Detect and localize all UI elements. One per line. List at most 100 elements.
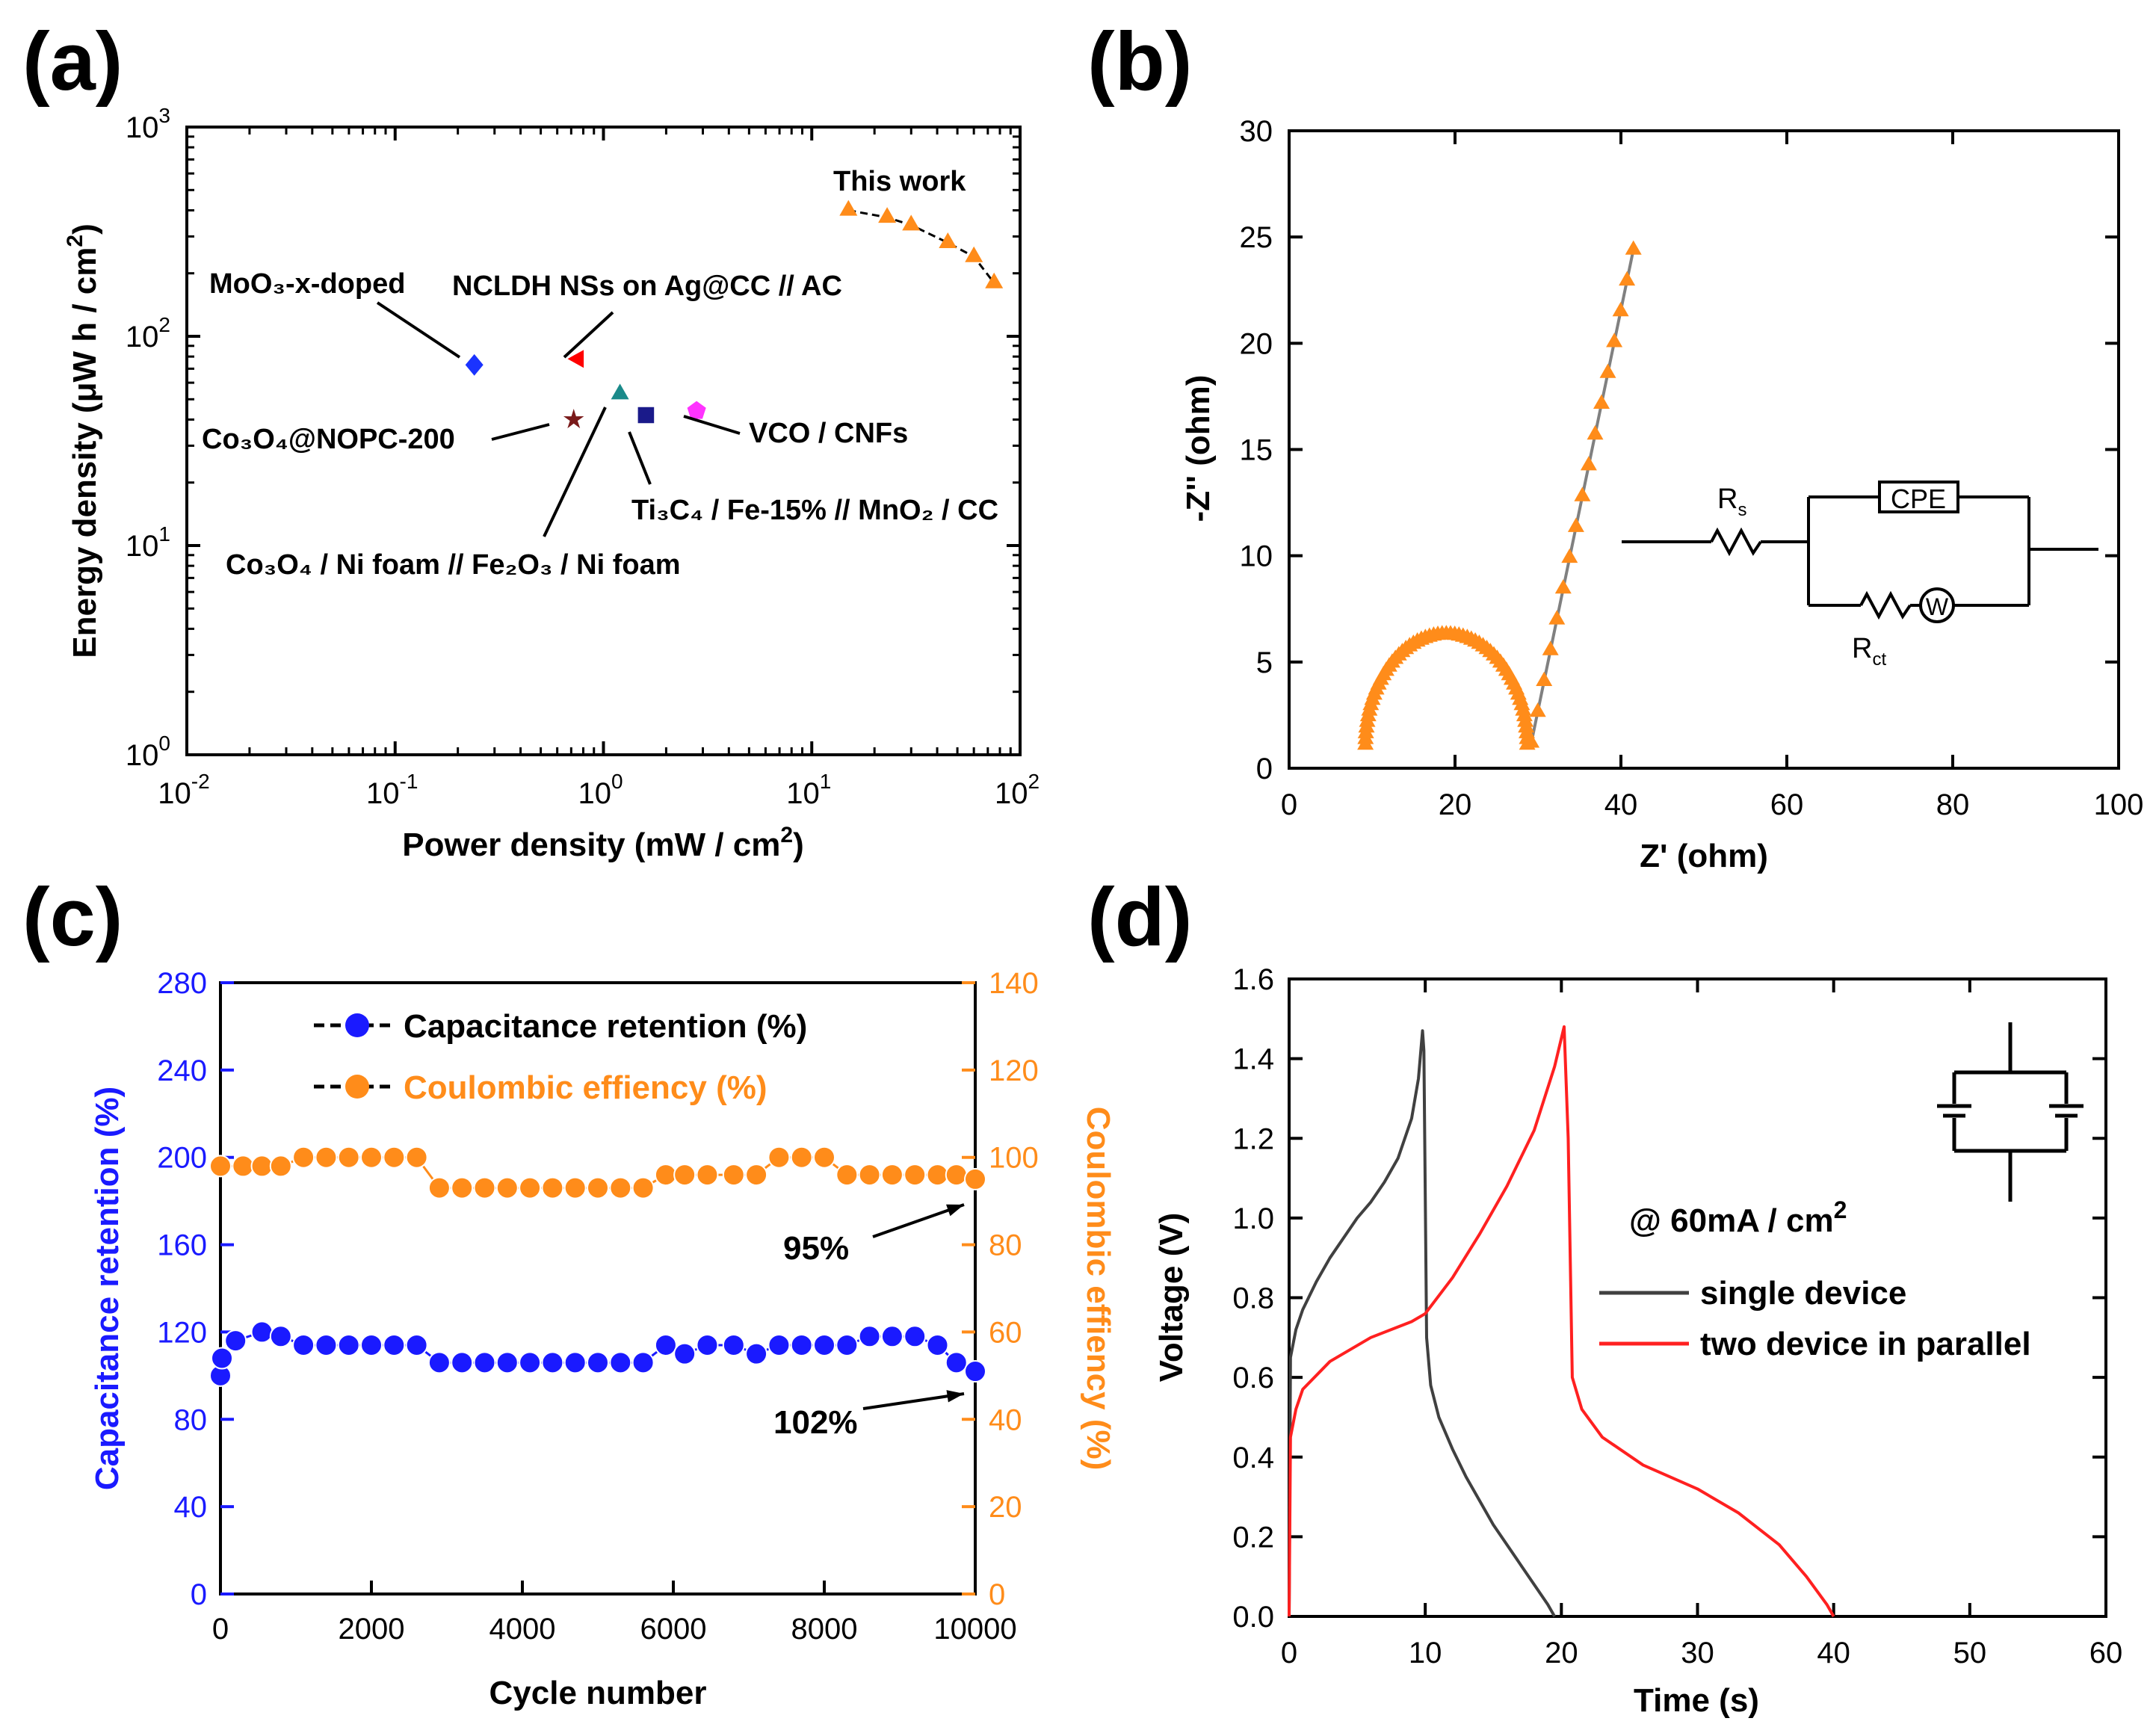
- panel-c-data-point: [563, 1176, 587, 1199]
- panel-c-data-point: [722, 1333, 745, 1356]
- panel-b-data-point: [1580, 456, 1597, 471]
- panel-c-data-point: [495, 1351, 519, 1374]
- panel-a-point-this-work: [985, 272, 1004, 288]
- panel-b-data-point: [1593, 394, 1610, 409]
- panel-c-data-point: [269, 1325, 292, 1348]
- panel-a-this-work-line: [848, 208, 995, 284]
- panel-c-y-tick-label: 80: [174, 1403, 208, 1436]
- panel-c-data-point: [767, 1333, 791, 1356]
- panel-b-y-tick-label: 15: [1240, 434, 1273, 467]
- panel-d-x-tick-label: 60: [2089, 1637, 2123, 1669]
- panel-a-x-tick-label: 100: [578, 770, 623, 810]
- panel-c-data-point: [880, 1164, 904, 1187]
- panel-b-data-point: [1587, 424, 1604, 440]
- panel-c-data-point: [790, 1333, 813, 1356]
- panel-c-data-point: [696, 1333, 719, 1356]
- panel-c-data-point: [292, 1146, 315, 1169]
- panel-c-y-axis-label: Capacitance retention (%): [89, 1087, 126, 1490]
- panel-d-y-tick-label: 1.2: [1232, 1122, 1274, 1155]
- panel-a-x-tick-label: 102: [995, 770, 1040, 810]
- panel-a-point-ncldh-nss-on-ag-cc-ac: [567, 350, 584, 368]
- panel-d-x-tick-label: 40: [1817, 1637, 1850, 1669]
- panel-d-plot-frame: [1288, 977, 2107, 1618]
- panel-c-data-point: [813, 1146, 835, 1169]
- panel-b-x-tick-label: 20: [1439, 788, 1472, 821]
- panel-c-data-point: [654, 1333, 677, 1356]
- panel-b-x-tick-label: 40: [1604, 788, 1638, 821]
- panel-c-x-tick-label: 8000: [791, 1613, 858, 1646]
- panel-c-data-point: [767, 1146, 791, 1169]
- panel-c-data-point: [654, 1164, 677, 1187]
- panel-c-x-tick-label: 6000: [640, 1613, 707, 1646]
- panel-a-point-co3o4-nopc-200: [563, 409, 584, 429]
- panel-d-y-tick-label: 0.2: [1232, 1521, 1274, 1554]
- panel-d-y-tick-label: 0.6: [1232, 1362, 1274, 1394]
- panel-c-data-point: [269, 1155, 292, 1178]
- circuit-rct-label: Rct: [1852, 633, 1886, 670]
- panel-c-data-point: [541, 1176, 564, 1199]
- panel-b: (b) 0 20 40 60 80 100 0 5 10 15 20 25 30 Z' (ohm) -Z…: [1087, 16, 2143, 874]
- panel-c-data-point: [563, 1351, 587, 1374]
- panel-d-y-tick-label: 0.8: [1232, 1282, 1274, 1315]
- panel-c-data-point: [495, 1176, 519, 1199]
- panel-c-legend-marker: [345, 1075, 369, 1099]
- panel-a-point-this-work: [965, 246, 983, 262]
- panel-a-annotation: MoO₃-x-doped: [209, 268, 405, 300]
- panel-b-data-point: [1523, 733, 1540, 748]
- panel-d-x-tick-label: 10: [1409, 1637, 1442, 1669]
- panel-c-data-point: [609, 1176, 632, 1199]
- panel-c-annotation-arrowhead: [946, 1204, 964, 1217]
- panel-c-data-point: [519, 1176, 542, 1199]
- panel-c-y-tick-label: 120: [157, 1316, 207, 1349]
- panel-c-data-point: [858, 1164, 881, 1187]
- panel-a-annotation: Co₃O₄@NOPC-200: [202, 424, 455, 455]
- panel-a-point-ti3c4-fe-15-mno2-cc: [637, 407, 655, 424]
- panel-c-data-point: [813, 1333, 835, 1356]
- panel-c-data-point: [427, 1351, 451, 1374]
- panel-c-label: (c): [22, 871, 123, 963]
- panel-c-data-point: [945, 1164, 968, 1187]
- panel-c-data-point: [405, 1333, 428, 1356]
- panel-b-x-tick-label: 80: [1936, 788, 1970, 821]
- panel-c-data-point: [964, 1167, 986, 1190]
- panel-c-data-point: [673, 1342, 696, 1365]
- panel-c-data-point: [473, 1176, 496, 1199]
- panel-c-y-tick-label: 200: [157, 1142, 207, 1175]
- panel-a-point-this-work: [878, 207, 897, 223]
- panel-b-y-tick-label: 10: [1240, 540, 1273, 573]
- panel-c-data-point: [835, 1164, 859, 1187]
- panel-a-annotation: VCO / CNFs: [749, 418, 908, 449]
- panel-d-x-tick-label: 0: [1281, 1637, 1297, 1669]
- panel-c-data-point: [964, 1360, 986, 1383]
- panel-c-y-tick-label: 240: [157, 1054, 207, 1087]
- panel-b-data-point: [1625, 240, 1642, 255]
- panel-c-data-point: [232, 1155, 255, 1178]
- panel-c-data-point: [587, 1176, 609, 1199]
- panel-c-data-point: [337, 1333, 360, 1356]
- panel-c-data-point: [673, 1164, 696, 1187]
- panel-a-annotation: Ti₃C₄ / Fe-15% // MnO₂ / CC: [631, 495, 998, 526]
- panel-c-legend-label: Coulombic effiency (%): [404, 1069, 767, 1106]
- panel-a-y-axis-label: Energy density (μW h / cm2): [63, 223, 103, 658]
- panel-b-data-point: [1606, 333, 1623, 347]
- panel-c-legend-marker: [345, 1013, 369, 1037]
- panel-b-data-point: [1542, 640, 1559, 655]
- panel-c-data-point: [315, 1333, 338, 1356]
- panel-c-y2-tick-label: 20: [989, 1491, 1022, 1524]
- panel-c-data-point: [904, 1325, 927, 1348]
- panel-c-data-point: [292, 1333, 315, 1356]
- panel-c-data-point: [541, 1351, 564, 1374]
- panel-a-annotation: This work: [833, 166, 966, 197]
- panel-c-data-point: [519, 1351, 542, 1374]
- panel-b-data-point: [1567, 517, 1584, 532]
- panel-c-y-tick-label: 40: [174, 1491, 208, 1524]
- panel-b-x-tick-label: 0: [1281, 788, 1297, 821]
- panel-b-label: (b): [1087, 16, 1192, 108]
- panel-a-y-tick-label: 100: [126, 732, 170, 772]
- panel-c-x-axis-label: Cycle number: [489, 1675, 707, 1711]
- panel-c-y-tick-label: 160: [157, 1229, 207, 1262]
- panel-c-annotation-label: 95%: [783, 1230, 849, 1267]
- panel-c-data-point: [473, 1351, 496, 1374]
- panel-d-y-tick-label: 0.4: [1232, 1442, 1274, 1474]
